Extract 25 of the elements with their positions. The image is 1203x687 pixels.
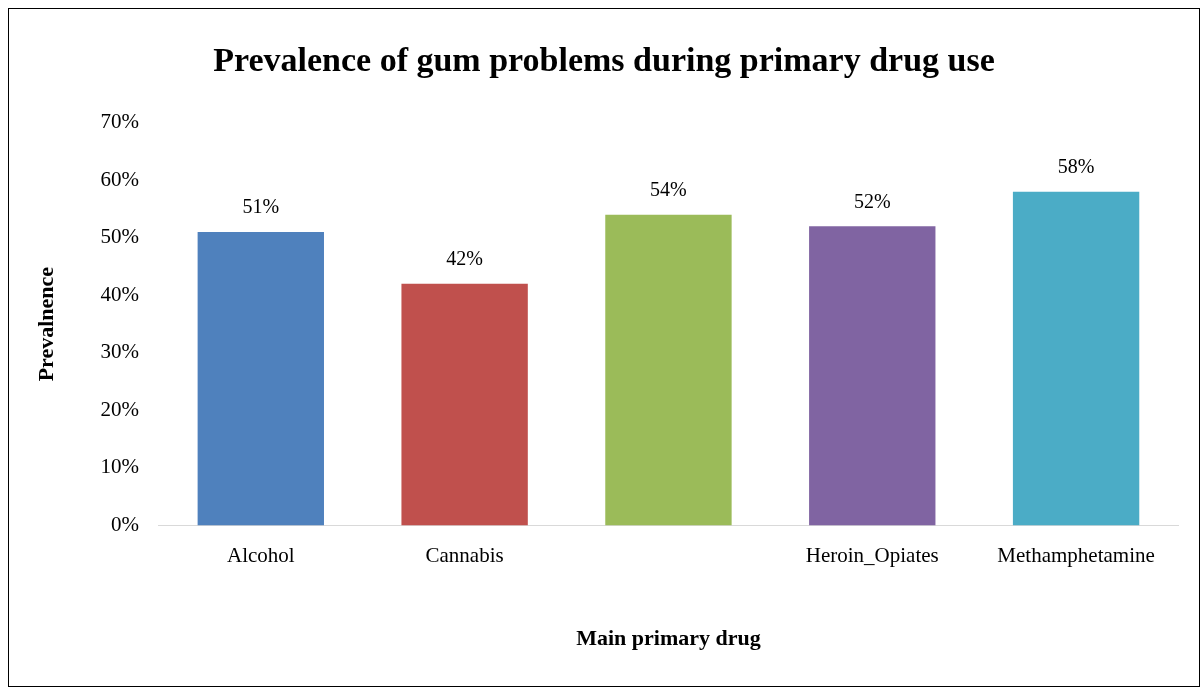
data-label: 54% [650, 178, 687, 201]
y-tick-label: 50% [100, 224, 139, 249]
chart-title: Prevalence of gum problems during primary drug use [213, 41, 995, 79]
x-tick-label: Cannabis [425, 542, 504, 567]
x-tick-label: Alcohol [226, 542, 295, 567]
x-axis-title: Main primary drug [576, 625, 761, 651]
data-label: 42% [446, 247, 483, 270]
data-label: 51% [242, 195, 280, 218]
y-tick-label: 20% [100, 396, 139, 421]
y-axis-title: Prevalnence [32, 266, 58, 382]
y-tick-label: 70% [100, 109, 139, 134]
bar [401, 283, 528, 526]
y-tick-label: 10% [100, 454, 139, 479]
y-tick-label: 30% [100, 339, 139, 364]
data-label: 52% [853, 189, 891, 212]
x-tick-label: Methamphetamine [997, 542, 1155, 567]
y-tick-label: 60% [100, 166, 139, 191]
y-tick-label: 0% [110, 511, 139, 536]
x-tick-label: Heroin_Opiates [805, 542, 939, 567]
bar [809, 226, 936, 526]
bar [197, 232, 324, 526]
y-tick-label: 40% [100, 281, 139, 306]
bar [605, 214, 732, 526]
bar [1012, 191, 1140, 526]
data-label: 58% [1057, 155, 1095, 178]
